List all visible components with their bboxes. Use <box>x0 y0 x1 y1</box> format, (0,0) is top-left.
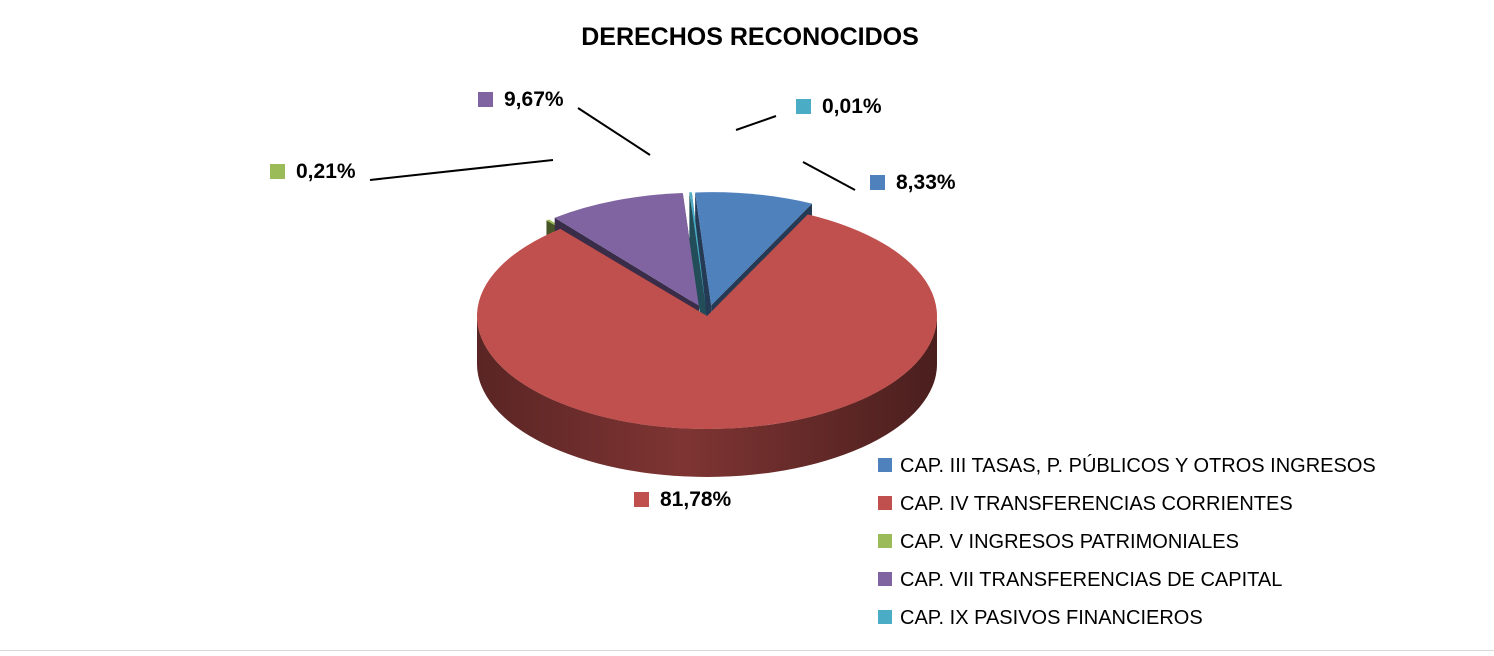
pie-top-cap-vii-transferencias-de-capital <box>554 193 699 306</box>
leader-lines <box>369 107 856 191</box>
pie-top-cap-iv-transferencias-corrientes <box>477 214 938 429</box>
data-label-swatch-cap-iii-tasas-p-publicos-y-otros-ingresos <box>870 175 885 190</box>
data-label-cap-iv-transferencias-corrientes: 81,78% <box>660 488 732 511</box>
chart-title: DERECHOS RECONOCIDOS <box>581 23 919 51</box>
data-label-swatch-cap-iv-transferencias-corrientes <box>634 492 649 507</box>
leader-line-cap-v-ingresos-patrimoniales <box>369 159 554 181</box>
data-label-cap-ix-pasivos-financieros: 0,01% <box>822 95 882 118</box>
legend-swatch-cap-vii-transferencias-de-capital <box>878 572 892 586</box>
legend-swatch-cap-ix-pasivos-financieros <box>878 610 892 624</box>
legend-swatch-cap-iii-tasas-p-publicos-y-otros-ingresos <box>878 458 892 472</box>
legend-label-cap-v-ingresos-patrimoniales: CAP. V INGRESOS PATRIMONIALES <box>900 531 1239 553</box>
data-label-cap-vii-transferencias-de-capital: 9,67% <box>504 88 564 111</box>
legend-label-cap-iii-tasas-p-publicos-y-otros-ingresos: CAP. III TASAS, P. PÚBLICOS Y OTROS INGR… <box>900 454 1376 477</box>
legend-label-cap-iv-transferencias-corrientes: CAP. IV TRANSFERENCIAS CORRIENTES <box>900 493 1293 515</box>
data-label-cap-v-ingresos-patrimoniales: 0,21% <box>296 160 356 183</box>
data-label-swatch-cap-vii-transferencias-de-capital <box>478 92 493 107</box>
data-label-swatch-cap-v-ingresos-patrimoniales <box>270 164 285 179</box>
legend-swatch-cap-v-ingresos-patrimoniales <box>878 534 892 548</box>
pie-wall-cap-iii-tasas-p-publicos-y-otros-ingresos-0 <box>695 192 712 354</box>
pie-side-shade-cap-iv-transferencias-corrientes <box>477 316 937 477</box>
leader-line-cap-ix-pasivos-financieros <box>735 115 777 131</box>
pie-slices <box>477 192 938 477</box>
legend-label-cap-ix-pasivos-financieros: CAP. IX PASIVOS FINANCIEROS <box>900 607 1203 629</box>
pie-slice-cap-iv-transferencias-corrientes <box>477 214 938 477</box>
legend: CAP. III TASAS, P. PÚBLICOS Y OTROS INGR… <box>878 454 1376 629</box>
leader-line-cap-iii-tasas-p-publicos-y-otros-ingresos <box>802 161 856 191</box>
data-label-cap-iii-tasas-p-publicos-y-otros-ingresos: 8,33% <box>896 171 956 194</box>
leader-line-cap-vii-transferencias-de-capital <box>577 107 651 156</box>
data-labels: 8,33% 81,78% 0,21% 9,67% 0,01% <box>270 88 956 511</box>
data-label-swatch-cap-ix-pasivos-financieros <box>796 99 811 114</box>
pie-top-cap-iii-tasas-p-publicos-y-otros-ingresos <box>695 192 812 306</box>
legend-swatch-cap-iv-transferencias-corrientes <box>878 496 892 510</box>
pie-top-cap-ix-pasivos-financieros <box>689 192 706 306</box>
legend-label-cap-vii-transferencias-de-capital: CAP. VII TRANSFERENCIAS DE CAPITAL <box>900 569 1282 591</box>
